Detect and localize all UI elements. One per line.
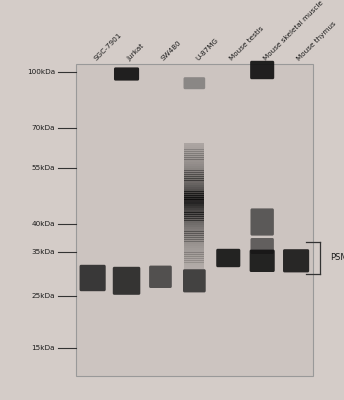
Bar — [184, 256, 204, 259]
Text: 55kDa: 55kDa — [32, 165, 55, 171]
Bar — [184, 147, 204, 150]
Bar — [184, 145, 204, 148]
Bar — [184, 264, 204, 267]
Bar — [184, 197, 204, 200]
Bar — [184, 185, 204, 187]
Bar — [184, 218, 204, 221]
Text: SW480: SW480 — [160, 40, 183, 62]
Bar — [184, 202, 204, 204]
Bar — [184, 216, 204, 219]
Text: 100kDa: 100kDa — [27, 69, 55, 75]
FancyBboxPatch shape — [183, 269, 206, 292]
Bar — [184, 191, 204, 194]
Bar — [184, 246, 204, 248]
Bar — [184, 252, 204, 255]
Bar — [184, 182, 204, 185]
Bar — [184, 244, 204, 246]
Text: U-87MG: U-87MG — [194, 37, 219, 62]
Text: 70kDa: 70kDa — [32, 125, 55, 131]
Bar — [184, 178, 204, 181]
Bar — [184, 204, 204, 206]
Bar — [184, 187, 204, 190]
Bar — [184, 172, 204, 175]
Text: 40kDa: 40kDa — [32, 221, 55, 227]
Bar — [184, 233, 204, 236]
Text: PSMD8: PSMD8 — [330, 254, 344, 262]
Text: 25kDa: 25kDa — [32, 293, 55, 299]
Text: Mouse thymus: Mouse thymus — [296, 20, 337, 62]
FancyBboxPatch shape — [184, 77, 205, 89]
Bar — [184, 237, 204, 240]
Bar — [184, 195, 204, 198]
Bar — [184, 153, 204, 156]
FancyBboxPatch shape — [114, 67, 139, 81]
FancyBboxPatch shape — [250, 61, 274, 79]
Text: 35kDa: 35kDa — [32, 249, 55, 255]
Bar — [184, 176, 204, 179]
Bar — [184, 174, 204, 177]
FancyBboxPatch shape — [79, 265, 106, 291]
Bar — [184, 229, 204, 232]
Bar — [184, 151, 204, 154]
Bar — [184, 180, 204, 183]
Text: SGC-7901: SGC-7901 — [93, 32, 122, 62]
Bar — [184, 258, 204, 261]
Bar — [184, 168, 204, 170]
FancyBboxPatch shape — [283, 249, 309, 272]
FancyBboxPatch shape — [250, 238, 274, 254]
Bar — [184, 235, 204, 238]
Bar — [184, 208, 204, 210]
Bar — [184, 149, 204, 152]
Bar — [184, 162, 204, 164]
Text: Mouse testis: Mouse testis — [228, 26, 265, 62]
FancyBboxPatch shape — [216, 249, 240, 267]
Bar — [184, 248, 204, 250]
Text: 15kDa: 15kDa — [32, 345, 55, 351]
Bar — [184, 160, 204, 162]
Bar — [184, 250, 204, 252]
Bar — [184, 225, 204, 227]
FancyBboxPatch shape — [113, 267, 140, 295]
Bar — [184, 220, 204, 223]
Bar — [76, 64, 313, 376]
Bar — [184, 155, 204, 158]
Bar — [184, 214, 204, 217]
Bar — [184, 239, 204, 242]
FancyBboxPatch shape — [250, 208, 274, 236]
Bar — [184, 189, 204, 192]
Bar — [184, 231, 204, 234]
FancyBboxPatch shape — [250, 250, 275, 272]
Bar — [184, 170, 204, 173]
Bar — [184, 227, 204, 230]
Bar — [184, 200, 204, 202]
Bar — [184, 206, 204, 208]
Bar — [184, 157, 204, 160]
FancyBboxPatch shape — [149, 266, 172, 288]
Bar — [184, 143, 204, 145]
Bar — [184, 267, 204, 269]
Text: Mouse skeletal muscle: Mouse skeletal muscle — [262, 0, 324, 62]
Bar — [184, 222, 204, 225]
Bar — [184, 262, 204, 265]
Bar — [184, 212, 204, 215]
Bar — [184, 242, 204, 244]
Bar — [184, 260, 204, 263]
Bar — [184, 210, 204, 212]
Bar — [184, 254, 204, 257]
Bar — [184, 193, 204, 196]
Text: Jurkat: Jurkat — [127, 43, 146, 62]
Bar — [184, 166, 204, 168]
Bar — [184, 164, 204, 166]
